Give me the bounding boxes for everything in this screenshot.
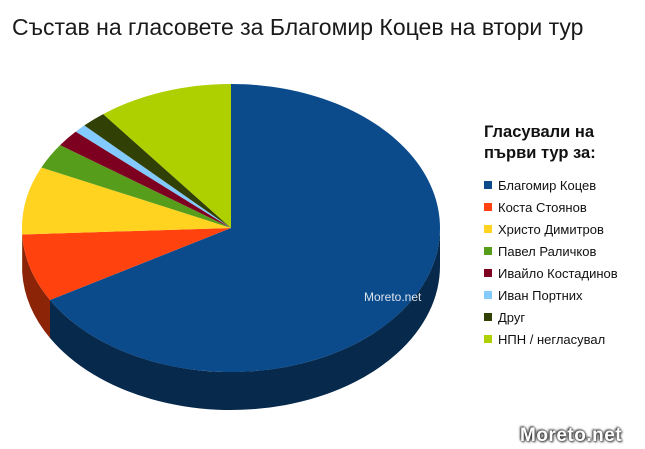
legend-item: Павел Раличков bbox=[484, 240, 634, 262]
pie-top bbox=[21, 84, 440, 372]
legend-swatch bbox=[484, 291, 492, 299]
legend-label: Павел Раличков bbox=[498, 243, 597, 259]
pie-slice bbox=[41, 145, 232, 228]
legend-title: Гласували на първи тур за: bbox=[484, 123, 596, 162]
pie-side-walls bbox=[22, 228, 440, 410]
legend-label: Благомир Коцев bbox=[498, 177, 597, 193]
pie-slice bbox=[103, 84, 231, 228]
watermark-big: Moreto.net bbox=[520, 425, 623, 446]
pie-slice bbox=[21, 167, 231, 235]
legend-label: НПН / негласувал bbox=[498, 331, 606, 347]
pie-slice bbox=[22, 228, 231, 300]
pie-slice bbox=[60, 131, 231, 228]
pie-slice bbox=[75, 125, 231, 228]
legend-swatch bbox=[484, 203, 492, 211]
legend-label: Христо Димитров bbox=[498, 221, 604, 237]
legend-item: НПН / негласувал bbox=[484, 328, 634, 350]
legend-swatch bbox=[484, 225, 492, 233]
legend-label: Иван Портних bbox=[498, 287, 583, 303]
legend-swatch bbox=[484, 269, 492, 277]
pie-slice-side bbox=[50, 228, 440, 410]
legend-item: Благомир Коцев bbox=[484, 174, 634, 196]
legend-swatch bbox=[484, 335, 492, 343]
legend-label: Коста Стоянов bbox=[498, 199, 587, 215]
legend-item: Друг bbox=[484, 306, 634, 328]
watermark-small: Moreto.net bbox=[364, 290, 422, 304]
legend: Гласували на първи тур за: Благомир Коце… bbox=[484, 122, 634, 350]
legend-item: Коста Стоянов bbox=[484, 196, 634, 218]
pie-slice bbox=[84, 114, 231, 228]
pie-slice-side bbox=[22, 234, 51, 338]
legend-swatch bbox=[484, 247, 492, 255]
legend-item: Иван Портних bbox=[484, 284, 634, 306]
legend-label: Ивайло Костадинов bbox=[498, 265, 618, 281]
legend-item: Ивайло Костадинов bbox=[484, 262, 634, 284]
pie-slice bbox=[50, 84, 440, 372]
legend-list: Благомир Коцев Коста Стоянов Христо Димитр… bbox=[484, 174, 634, 350]
legend-item: Христо Димитров bbox=[484, 218, 634, 240]
legend-label: Друг bbox=[498, 309, 526, 325]
legend-swatch bbox=[484, 181, 492, 189]
chart-title: Състав на гласовете за Благомир Коцев на… bbox=[12, 14, 584, 40]
legend-swatch bbox=[484, 313, 492, 321]
